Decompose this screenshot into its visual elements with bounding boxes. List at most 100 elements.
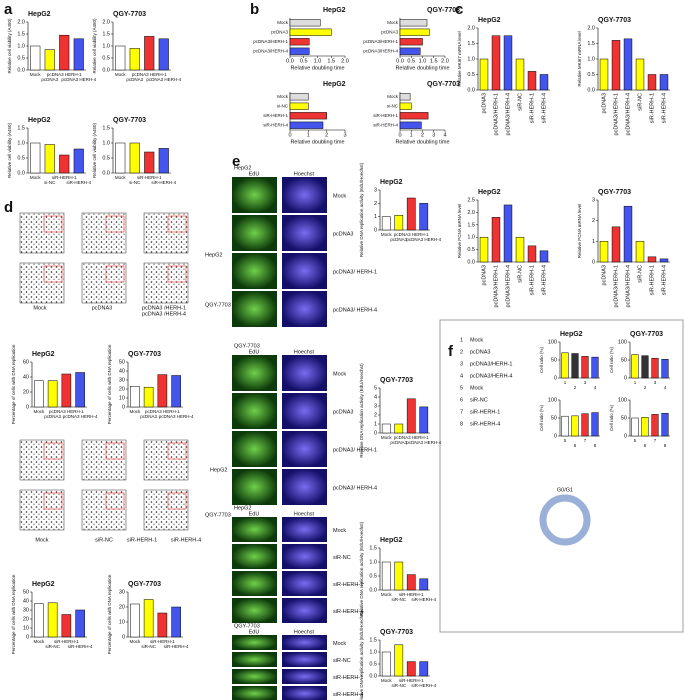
edu-image [232, 652, 277, 667]
bar [479, 58, 489, 91]
x-tick-label: pcDNA3/HERH-1 [493, 93, 499, 135]
bar [591, 412, 599, 437]
x-tick-label: siR-HERH-1 [529, 93, 535, 123]
section-label: QGY-7703 [234, 343, 260, 349]
x-tick-label: pcDNA3 [140, 414, 157, 419]
y-tick-label: 50 [551, 415, 557, 421]
y-tick-label: 1 [374, 421, 377, 427]
image-label: QGY-7703 [205, 302, 231, 308]
bar [561, 415, 569, 437]
bar [399, 93, 411, 101]
gate [43, 492, 63, 510]
y-tick-label: 50 [621, 415, 627, 421]
hoechst-image [282, 652, 327, 667]
hoechst-image [282, 355, 327, 391]
y-axis-label: Percentage of cells with DNA replication [11, 574, 16, 654]
bar [631, 354, 639, 379]
x-tick-label: pcDNA3/HERH-4 [625, 93, 631, 135]
row-label: pcDNA3 [333, 409, 353, 415]
chart-title: HepG2 [323, 7, 346, 14]
y-axis-label: Percentage of cells with DNA replication [107, 344, 112, 424]
x-tick-label: siR-NC [637, 265, 643, 283]
chart-title: QGY-7703 [598, 189, 631, 196]
image-label: Mock [35, 537, 48, 543]
image-label: pcDNA3 [92, 305, 112, 311]
bar [399, 19, 428, 27]
edu-image [232, 431, 277, 467]
gate [167, 215, 187, 233]
y-tick-label: 2.0 [467, 210, 475, 216]
bar [289, 47, 310, 55]
image-label: siR-HERH-1 [127, 537, 157, 543]
row-label: siR-NC [333, 555, 351, 561]
bar [394, 644, 404, 677]
y-axis-label: Relative cell viability (A450) [92, 18, 97, 74]
panel-letter: c [455, 1, 463, 18]
y-tick-label: pcDNA3 [381, 29, 398, 34]
edu-image [232, 544, 277, 569]
hoechst-image [282, 253, 327, 289]
y-axis-label: Relative MKI67 mRNA level [577, 31, 582, 86]
x-tick-label: siR-HERH-1 [54, 639, 79, 644]
bar [503, 204, 513, 263]
bar [419, 661, 429, 677]
y-tick-label: 0.0 [467, 259, 475, 265]
x-tick-label: siR-NC [141, 644, 156, 649]
legend-label: pcDNA3 [470, 349, 490, 355]
y-axis-label: Cell ratio (%) [539, 405, 544, 432]
x-tick-label: si-NC [44, 180, 56, 185]
edu-image [232, 177, 277, 213]
image-placeholders [439, 319, 684, 633]
bar [419, 578, 429, 591]
y-axis-label: Relative cell viability (A450) [7, 18, 12, 74]
edu-image [232, 253, 277, 289]
bar [59, 34, 70, 71]
y-tick-label: 2.0 [17, 19, 25, 25]
y-axis-label: Cell ratio (%) [609, 347, 614, 374]
y-tick-label: 1.0 [587, 56, 595, 62]
chart-title: HepG2 [478, 17, 501, 24]
gate [43, 215, 63, 233]
x-tick-label: pcDNA3 [390, 237, 407, 242]
x-tick-label: 4 [594, 385, 597, 390]
y-tick-label: 50 [119, 359, 125, 365]
row-label: Mock [333, 641, 346, 647]
x-tick-label: Mock [129, 639, 141, 644]
y-tick-label: 0.5 [102, 55, 110, 61]
x-tick-label: 1 [307, 132, 310, 138]
y-tick-label: 1.0 [467, 235, 475, 241]
x-tick-label: Mock [115, 72, 127, 77]
chart-title: HepG2 [32, 581, 55, 588]
x-tick-label: pcDNA3 [601, 93, 607, 113]
gate [105, 265, 125, 283]
bar [289, 102, 309, 110]
bar [635, 58, 645, 91]
bar [647, 256, 657, 263]
y-tick-label: 20 [23, 389, 29, 395]
y-tick-label: 1.5 [369, 545, 377, 551]
hoechst-image [282, 598, 327, 623]
x-tick-label: pcDNA3 [44, 414, 61, 419]
panel-letter: b [250, 1, 259, 18]
y-tick-label: 50 [23, 589, 29, 595]
column-label: EdU [249, 511, 260, 517]
y-tick-label: 30 [119, 377, 125, 383]
hoechst-image [282, 686, 327, 700]
row-label: Mock [333, 371, 346, 377]
x-tick-label: Mock [30, 72, 42, 77]
x-tick-label: siR-HERH-4 [151, 180, 176, 185]
bar [635, 241, 645, 263]
chart-title: QGY-7703 [128, 351, 161, 358]
x-tick-label: Mock [129, 409, 141, 414]
x-tick-label: pcDNA3 HERH-1 [394, 232, 429, 237]
y-tick-label: Mock [387, 20, 399, 25]
x-tick-label: siR-HERH-1 [52, 175, 77, 180]
y-tick-label: 5 [374, 385, 377, 391]
bar [661, 359, 669, 379]
x-tick-label: siR-NC [392, 597, 407, 602]
y-tick-label: 0 [624, 433, 627, 439]
y-tick-label: pcDNA3 [271, 29, 288, 34]
bar [73, 38, 84, 71]
bar [157, 612, 168, 638]
